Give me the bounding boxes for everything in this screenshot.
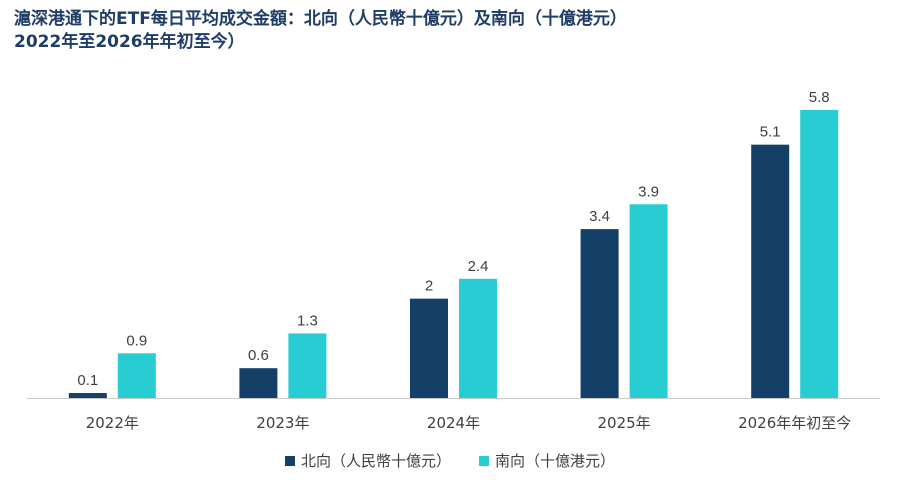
data-label-northbound-4: 5.1 <box>760 124 781 141</box>
legend-item-southbound: 南向（十億港元） <box>479 450 615 471</box>
x-tick-label-3: 2025年 <box>598 414 651 432</box>
bar-southbound-4 <box>800 109 839 398</box>
bar-northbound-3 <box>580 229 619 398</box>
legend-label-southbound: 南向（十億港元） <box>495 452 616 470</box>
chart-title-block: 滬深港通下的ETF每日平均成交金額：北向（人民幣十億元）及南向（十億港元） 20… <box>14 8 894 54</box>
bar-northbound-4 <box>751 144 790 398</box>
data-label-southbound-2: 2.4 <box>468 258 489 275</box>
data-label-northbound-2: 2 <box>425 278 433 295</box>
legend-item-northbound: 北向（人民幣十億元） <box>284 450 451 471</box>
data-label-southbound-1: 1.3 <box>297 312 318 329</box>
bar-northbound-1 <box>239 368 278 398</box>
bar-northbound-0 <box>68 393 107 398</box>
bar-southbound-2 <box>459 278 497 398</box>
legend-swatch-southbound <box>479 455 489 466</box>
data-label-southbound-3: 3.9 <box>638 183 659 200</box>
data-label-southbound-0: 0.9 <box>126 332 147 349</box>
bar-southbound-3 <box>629 204 668 398</box>
bar-southbound-0 <box>117 353 156 398</box>
data-label-northbound-3: 3.4 <box>589 208 610 225</box>
legend: 北向（人民幣十億元） 南向（十億港元） <box>0 450 900 471</box>
data-label-northbound-1: 0.6 <box>248 347 269 364</box>
bar-southbound-1 <box>288 333 327 398</box>
data-label-southbound-4: 5.8 <box>809 89 830 106</box>
x-tick-label-2: 2024年 <box>427 414 480 432</box>
bar-chart: 0.1 0.9 2022年 0.6 1.3 2023年 2 2.4 2024年 3.4 3.9 202… <box>27 89 880 432</box>
chart-title: 滬深港通下的ETF每日平均成交金額：北向（人民幣十億元）及南向（十億港元） <box>14 9 627 29</box>
x-tick-label-4: 2026年年初至今 <box>738 414 851 432</box>
bar-northbound-2 <box>410 298 448 398</box>
x-tick-label-0: 2022年 <box>86 414 139 432</box>
legend-swatch-northbound <box>284 455 295 466</box>
x-tick-label-1: 2023年 <box>256 414 309 432</box>
chart-subtitle: 2022年至2026年年初至今） <box>14 32 245 52</box>
legend-label-northbound: 北向（人民幣十億元） <box>300 452 451 470</box>
data-label-northbound-0: 0.1 <box>77 372 98 389</box>
